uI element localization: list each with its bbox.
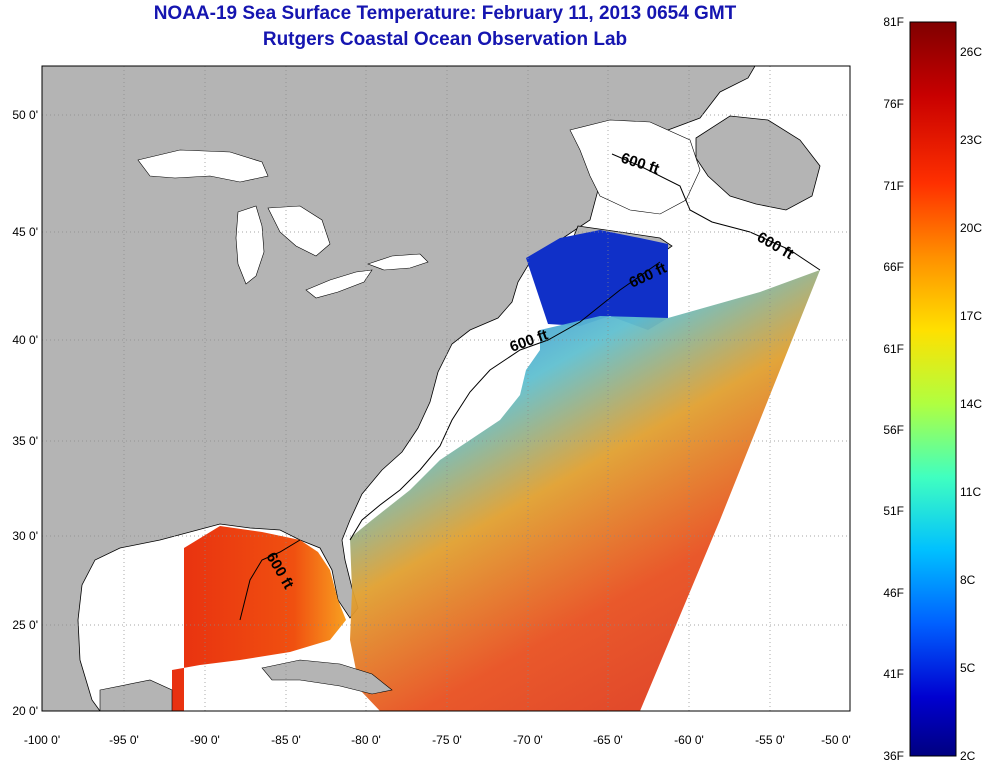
colorbar-c-label: 20C bbox=[960, 221, 982, 235]
colorbar-f-label: 46F bbox=[883, 586, 904, 600]
lake-erie bbox=[305, 269, 373, 299]
map-subtitle: Rutgers Coastal Ocean Observation Lab bbox=[262, 29, 628, 50]
lon-tick: -95 0' bbox=[109, 733, 139, 747]
land-yucatan bbox=[99, 679, 173, 711]
lon-tick: -55 0' bbox=[755, 733, 785, 747]
gulf-of-maine-sst bbox=[526, 230, 668, 330]
lon-tick: -60 0' bbox=[674, 733, 704, 747]
plot-frame bbox=[41, 65, 851, 712]
colorbar-f-label: 71F bbox=[883, 179, 904, 193]
lon-tick: -85 0' bbox=[271, 733, 301, 747]
lon-tick: -75 0' bbox=[432, 733, 462, 747]
map-title: NOAA-19 Sea Surface Temperature: Februar… bbox=[153, 3, 737, 24]
colorbar-f-label: 66F bbox=[883, 260, 904, 274]
shelf-contour-600ft bbox=[239, 153, 821, 621]
colorbar-c-labels: 26C 23C 20C 17C 14C 11C 8C 5C 2C bbox=[960, 45, 982, 763]
colorbar-f-label: 81F bbox=[883, 15, 904, 29]
lon-tick: -65 0' bbox=[593, 733, 623, 747]
lake-huron bbox=[267, 205, 331, 257]
colorbar-f-label: 36F bbox=[883, 749, 904, 763]
land-newfoundland bbox=[695, 115, 821, 211]
colorbar-f-label: 76F bbox=[883, 97, 904, 111]
colorbar bbox=[909, 21, 957, 757]
colorbar-c-label: 26C bbox=[960, 45, 982, 59]
lon-axis: -100 0' -95 0' -90 0' -85 0' -80 0' -75 … bbox=[24, 733, 851, 747]
lat-tick: 30 0' bbox=[12, 529, 38, 543]
graticule bbox=[42, 66, 850, 711]
lat-tick: 35 0' bbox=[12, 434, 38, 448]
lat-tick: 20 0' bbox=[12, 704, 38, 718]
colorbar-f-label: 41F bbox=[883, 667, 904, 681]
lat-tick: 25 0' bbox=[12, 618, 38, 632]
lat-axis: 50 0' 45 0' 40 0' 35 0' 30 0' 25 0' 20 0… bbox=[12, 108, 38, 718]
atlantic-swath-sst bbox=[350, 270, 820, 711]
colorbar-c-label: 17C bbox=[960, 309, 982, 323]
land-cuba bbox=[261, 659, 393, 695]
gulf-of-mexico-sst bbox=[172, 526, 346, 711]
colorbar-f-label: 56F bbox=[883, 423, 904, 437]
colorbar-c-label: 14C bbox=[960, 397, 982, 411]
lon-tick: -70 0' bbox=[513, 733, 543, 747]
colorbar-f-label: 51F bbox=[883, 504, 904, 518]
colorbar-f-label: 61F bbox=[883, 342, 904, 356]
lake-ontario bbox=[367, 253, 429, 271]
lon-tick: -50 0' bbox=[821, 733, 851, 747]
colorbar-c-label: 2C bbox=[960, 749, 976, 763]
lat-tick: 40 0' bbox=[12, 333, 38, 347]
lon-tick: -100 0' bbox=[24, 733, 60, 747]
lon-tick: -80 0' bbox=[351, 733, 381, 747]
lon-tick: -90 0' bbox=[190, 733, 220, 747]
lake-michigan bbox=[235, 205, 265, 285]
gulf-st-lawrence bbox=[569, 119, 701, 215]
colorbar-c-label: 23C bbox=[960, 133, 982, 147]
lat-tick: 50 0' bbox=[12, 108, 38, 122]
colorbar-c-label: 11C bbox=[960, 485, 981, 499]
colorbar-c-label: 5C bbox=[960, 661, 976, 675]
lat-tick: 45 0' bbox=[12, 225, 38, 239]
colorbar-f-labels: 81F 76F 71F 66F 61F 56F 51F 46F 41F 36F bbox=[883, 15, 904, 763]
colorbar-c-label: 8C bbox=[960, 573, 976, 587]
